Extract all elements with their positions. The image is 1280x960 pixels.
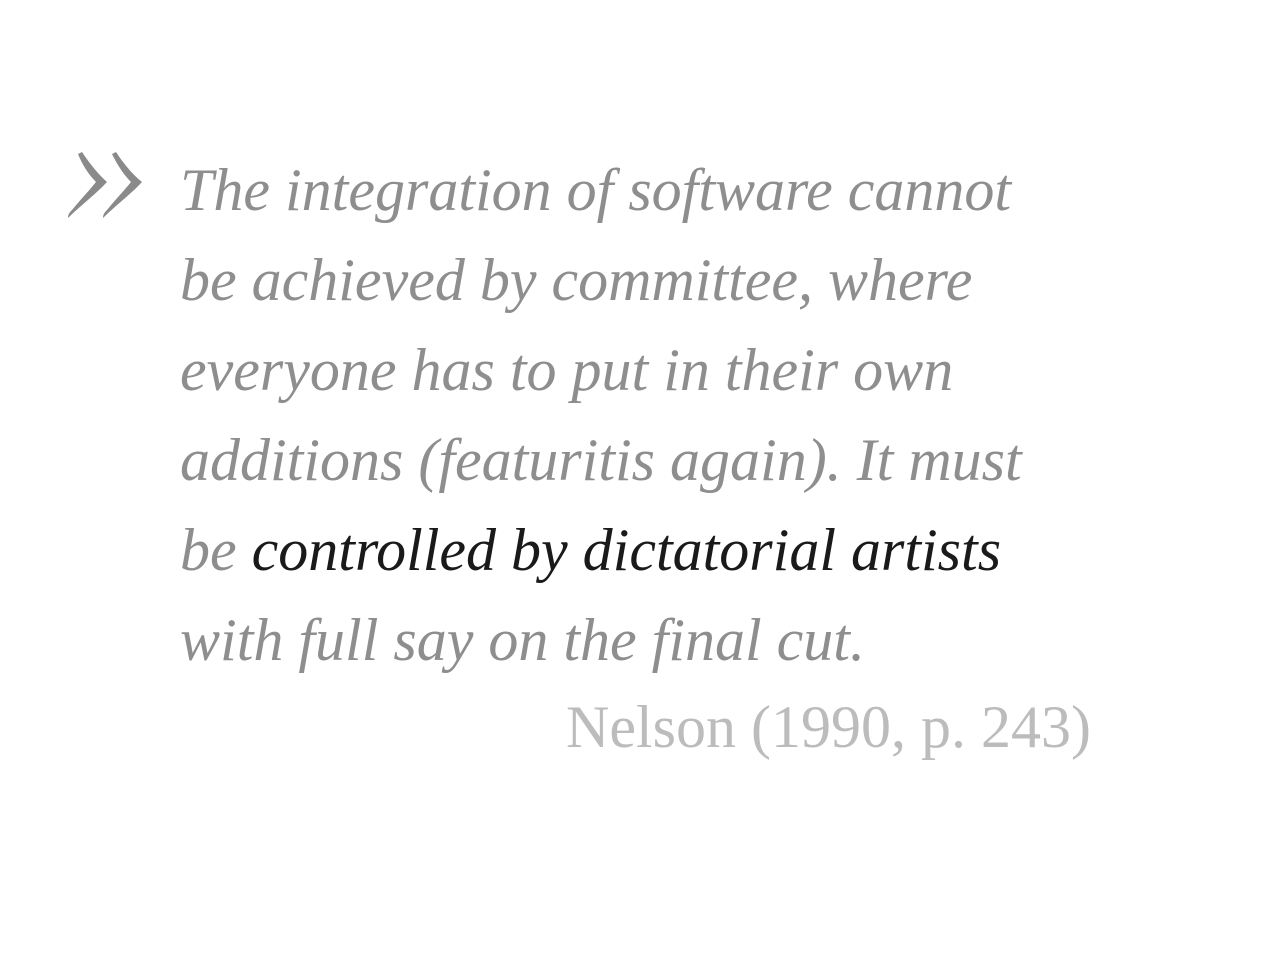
quote-mark-graphic: [68, 152, 142, 218]
quote-line-5: be controlled by dictatorial artists: [180, 505, 1120, 595]
quote-line-5-prefix: be: [180, 517, 252, 583]
quote-emphasis: controlled by dictatorial artists: [251, 517, 1002, 583]
quote-line-3: everyone has to put in their own: [180, 337, 954, 403]
quote-attribution: Nelson (1990, p. 243): [566, 694, 1091, 760]
quote-line-4: additions (featuritis again). It must: [180, 427, 1022, 493]
quote-line-6: with full say on the final cut.: [180, 607, 865, 673]
double-chevron-right-icon: [66, 150, 146, 220]
quote-text: The integration of software cannot be ac…: [180, 145, 1120, 685]
quote-line-2: be achieved by committee, where: [180, 247, 973, 313]
quote-line-1: The integration of software cannot: [180, 157, 1012, 223]
